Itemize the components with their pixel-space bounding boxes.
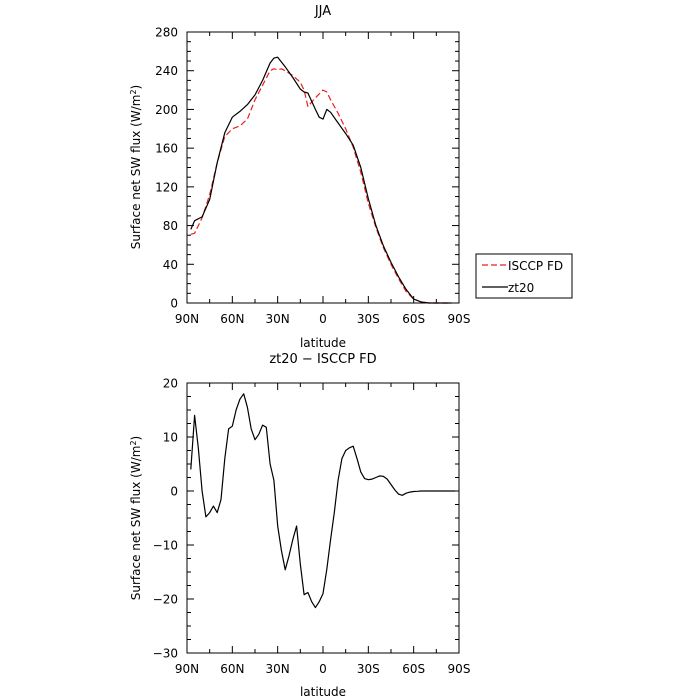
flux-series-line-isccp-fd [190,68,452,304]
legend-label-zt20: zt20 [508,281,534,295]
difference-ytick-label: 10 [163,431,178,445]
difference-xtick-label: 30S [357,662,380,676]
flux-ytick-label: 0 [170,297,178,311]
difference-ytick-label: 0 [170,485,178,499]
difference-panel-ticks: 90N 60N 30N 0 30S 60S 90S −30 −20 −10 0 10 20 [153,377,471,677]
difference-panel-frame [186,382,460,654]
difference-ytick-label: −10 [153,539,178,553]
flux-ytick-label: 200 [155,103,178,117]
difference-ytick-label: −30 [153,647,178,661]
flux-ytick-label: 280 [155,26,178,40]
legend-label-isccp: ISCCP FD [508,259,563,273]
difference-xtick-label: 90N [175,662,199,676]
flux-panel-frame [186,31,460,304]
difference-xtick-label: 30N [266,662,290,676]
flux-ytick-label: 240 [155,64,178,78]
flux-panel-ylabel: Surface net SW flux (W/m2) [129,85,143,249]
flux-ytick-label: 160 [155,142,178,156]
flux-xtick-label: 60S [402,312,425,326]
difference-panel-xlabel: latitude [300,685,346,699]
difference-panel: zt20 − ISCCP FD 90N 60N 30N 0 30S 60S 90S −30 −2… [129,352,470,699]
flux-ytick-label: 120 [155,180,178,194]
flux-panel-ticks: 90N 60N 30N 0 30S 60S 90S 0 40 80 120 160 200 240 280 [155,26,470,327]
difference-panel-ylabel: Surface net SW flux (W/m2) [129,436,143,600]
flux-ytick-label: 80 [163,219,178,233]
flux-xtick-label: 90S [448,312,471,326]
difference-ytick-label: 20 [163,377,178,391]
legend-box [475,253,573,299]
flux-xtick-label: 60N [220,312,244,326]
flux-xtick-label: 30S [357,312,380,326]
flux-panel-series [190,56,452,304]
legend: ISCCP FD zt20 [475,253,573,299]
flux-panel-title: JJA [314,4,331,19]
difference-ytick-label: −20 [153,593,178,607]
flux-panel: JJA 90N 60N 30N 0 30S 60S 90S 0 40 80 120 160 200 240… [129,4,470,350]
difference-panel-series [190,393,456,609]
flux-xtick-label: 30N [266,312,290,326]
difference-xtick-label: 60S [402,662,425,676]
flux-series-line-zt20 [190,56,452,304]
flux-xtick-label: 0 [319,312,327,326]
difference-panel-title: zt20 − ISCCP FD [269,352,376,367]
difference-xtick-label: 60N [220,662,244,676]
flux-ytick-label: 40 [163,258,178,272]
difference-xtick-label: 0 [319,662,327,676]
difference-series-line-0 [190,393,456,609]
difference-xtick-label: 90S [448,662,471,676]
flux-xtick-label: 90N [175,312,199,326]
flux-panel-xlabel: latitude [300,336,346,350]
